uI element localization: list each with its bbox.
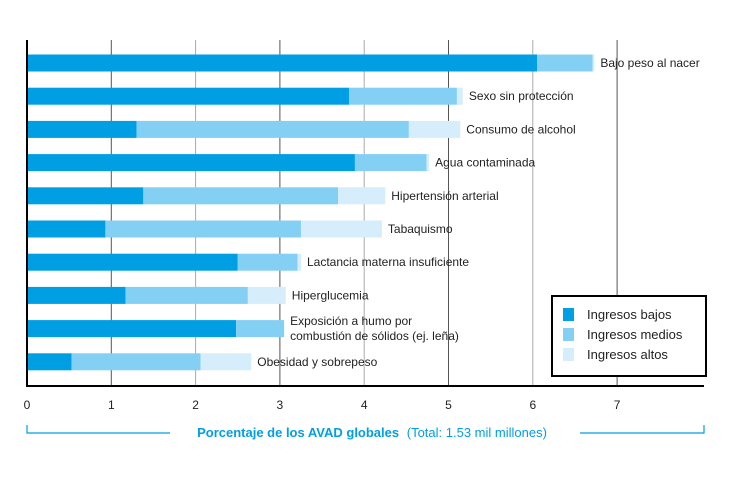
x-tick-label: 5: [445, 398, 452, 412]
bar-segment: [408, 120, 461, 138]
bar-segment: [300, 220, 382, 238]
bar-segment: [236, 320, 285, 338]
category-label-line: Obesidad y sobrepeso: [257, 355, 377, 369]
category-label-line: Sexo sin protección: [469, 89, 574, 103]
x-tick-label: 6: [529, 398, 536, 412]
bar-segment: [27, 286, 126, 304]
bar-segment: [247, 286, 286, 304]
bar-segment: [27, 220, 106, 238]
category-label-line: Hiperglucemia: [292, 288, 369, 302]
legend-label: Ingresos bajos: [587, 307, 672, 322]
legend-swatch: [563, 348, 574, 361]
bar-segment: [200, 353, 252, 371]
category-label-line: Tabaquismo: [388, 222, 453, 236]
x-tick-label: 4: [361, 398, 368, 412]
legend: Ingresos bajos Ingresos medios Ingresos al…: [551, 295, 707, 377]
category-label: Consumo de alcohol: [466, 122, 575, 136]
x-tick-label: 3: [277, 398, 284, 412]
bar-segment: [143, 187, 339, 205]
bar-segment: [27, 154, 355, 172]
legend-swatch: [563, 308, 574, 321]
category-label-line: Exposición a humo por: [290, 314, 412, 328]
x-axis-label-rest: (Total: 1.53 mil millones): [407, 425, 547, 440]
x-tick-labels: 0 1 2 3 4 5 6 7: [24, 398, 621, 412]
category-label-line: Hipertensión arterial: [391, 189, 498, 203]
bar-segment: [125, 286, 248, 304]
category-label-line: Agua contaminada: [435, 156, 535, 170]
bar-segment: [237, 253, 298, 271]
category-label: Sexo sin protección: [469, 89, 574, 103]
legend-box: [551, 295, 707, 377]
x-axis-label: Porcentaje de los AVAD globales (Total: …: [197, 425, 547, 440]
x-axis-bracket: [26, 425, 705, 434]
bar-segment: [27, 54, 538, 72]
category-label: Bajo peso al nacer: [600, 56, 699, 70]
category-label-line: Bajo peso al nacer: [600, 56, 699, 70]
bar-segment: [136, 120, 409, 138]
bar-segment: [297, 253, 301, 271]
bars: [27, 54, 595, 371]
x-tick-label: 1: [108, 398, 115, 412]
x-tick-label: 7: [614, 398, 621, 412]
category-label: Obesidad y sobrepeso: [257, 355, 377, 369]
bar-segment: [27, 353, 72, 371]
category-labels: Bajo peso al nacer Sexo sin protección Con…: [257, 56, 700, 369]
category-label: Agua contaminada: [435, 156, 535, 170]
category-label-line: combustión de sólidos (ej. leña): [290, 329, 459, 343]
legend-label: Ingresos altos: [587, 347, 668, 362]
bar-segment: [27, 253, 238, 271]
bar-segment: [27, 320, 237, 338]
x-tick-label: 0: [24, 398, 31, 412]
x-tick-label: 2: [192, 398, 199, 412]
x-axis-label-bold: Porcentaje de los AVAD globales: [197, 425, 399, 440]
category-label-line: Consumo de alcohol: [466, 122, 575, 136]
category-label: Exposición a humo por combustión de sólid…: [290, 314, 459, 343]
category-label: Tabaquismo: [388, 222, 453, 236]
bar-segment: [105, 220, 301, 238]
legend-swatch: [563, 328, 574, 341]
bar-segment: [27, 187, 144, 205]
bar-segment: [426, 154, 430, 172]
category-label: Hiperglucemia: [292, 288, 369, 302]
bar-segment: [592, 54, 595, 72]
bar-segment: [537, 54, 593, 72]
category-label-line: Lactancia materna insuficiente: [307, 255, 469, 269]
bar-segment: [349, 87, 457, 105]
bar-segment: [27, 87, 350, 105]
category-label: Lactancia materna insuficiente: [307, 255, 469, 269]
bar-segment: [456, 87, 463, 105]
legend-label: Ingresos medios: [587, 327, 683, 342]
bar-segment: [338, 187, 386, 205]
category-label: Hipertensión arterial: [391, 189, 498, 203]
bar-segment: [27, 120, 137, 138]
bar-segment: [354, 154, 427, 172]
bar-segment: [71, 353, 201, 371]
